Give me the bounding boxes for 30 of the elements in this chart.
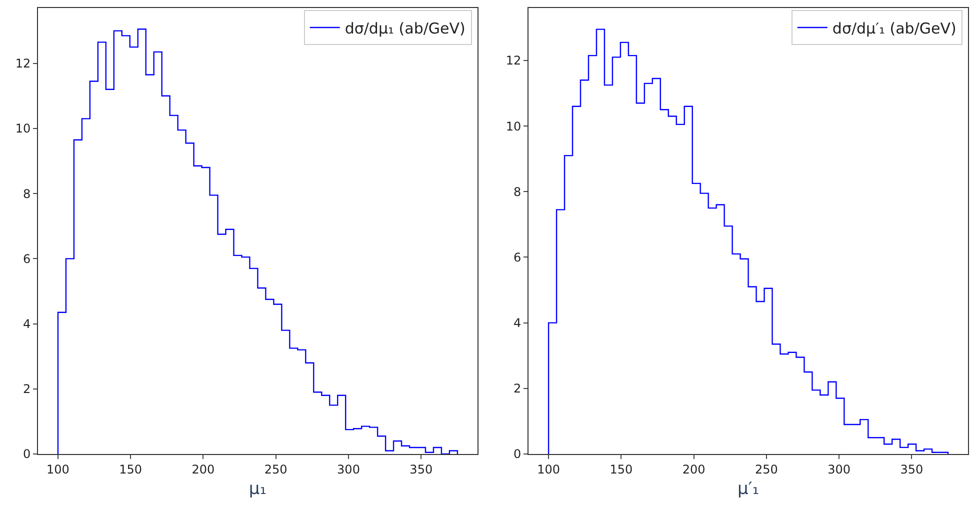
x-tick-label: 350 (900, 462, 924, 476)
legend-label: dσ/dμ′₁ (ab/GeV) (832, 19, 956, 38)
y-tick-label: 10 (15, 122, 31, 136)
x-tick-label: 100 (46, 462, 70, 476)
x-axis-title: μ₁ (248, 478, 267, 499)
y-tick-label: 12 (15, 56, 31, 71)
x-tick-label: 350 (410, 462, 433, 476)
y-tick-label: 12 (506, 54, 522, 68)
y-tick-label: 6 (22, 252, 31, 266)
legend-label: dσ/dμ₁ (ab/GeV) (344, 19, 466, 38)
y-tick-label: 0 (514, 447, 522, 462)
y-tick-label: 10 (506, 119, 522, 134)
y-tick-label: 2 (22, 382, 31, 396)
y-tick-label: 8 (22, 186, 31, 201)
y-tick-label: 8 (514, 184, 522, 199)
y-tick-label: 2 (514, 382, 522, 396)
x-tick-label: 150 (610, 462, 633, 476)
y-tick-label: 6 (514, 250, 522, 264)
y-tick-label: 0 (22, 447, 31, 462)
x-tick-label: 300 (828, 462, 851, 476)
x-tick-label: 300 (337, 462, 360, 476)
y-tick-label: 4 (514, 316, 522, 330)
x-tick-label: 150 (119, 462, 142, 476)
x-tick-label: 250 (264, 462, 288, 476)
x-tick-label: 250 (754, 462, 778, 476)
x-tick-label: 200 (192, 462, 215, 476)
y-tick-label: 4 (22, 316, 31, 331)
x-axis-title: μ′₁ (738, 478, 760, 499)
x-tick-label: 200 (682, 462, 706, 476)
x-tick-label: 100 (537, 462, 560, 476)
